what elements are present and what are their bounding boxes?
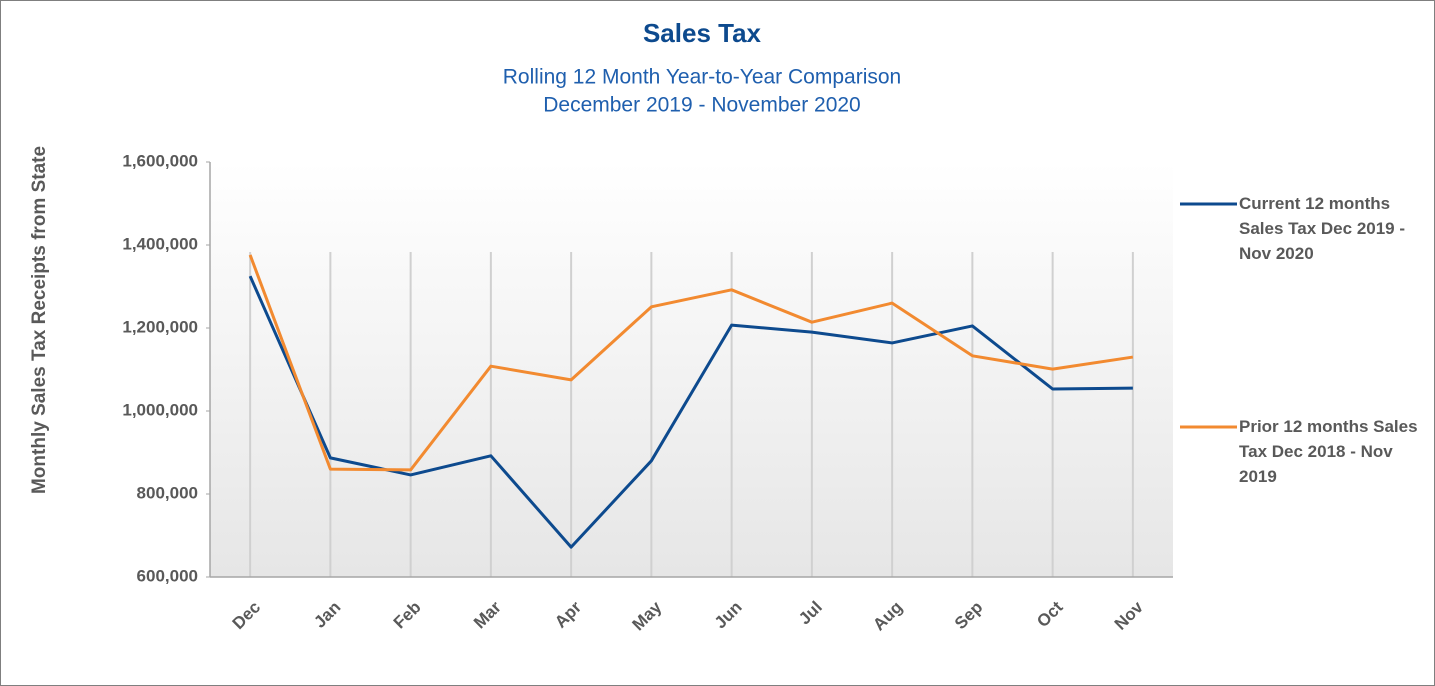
- chart-title: Sales Tax: [643, 18, 762, 48]
- legend-label: Current 12 months Sales Tax Dec 2019 - N…: [1239, 194, 1406, 263]
- series-line: [248, 254, 1134, 472]
- legend-entry: Current 12 months Sales Tax Dec 2019 - N…: [1239, 194, 1406, 263]
- legend-entry: Prior 12 months Sales Tax Dec 2018 - Nov…: [1239, 417, 1418, 486]
- y-tick-label: 600,000: [137, 566, 198, 585]
- y-tick-label: 800,000: [137, 483, 198, 502]
- subtitle: December 2019 - November 2020: [543, 94, 861, 117]
- y-tick-label: 1,000,000: [122, 400, 198, 419]
- y-tick-label: 1,600,000: [122, 151, 198, 170]
- y-axis-label: Monthly Sales Tax Receipts from State: [29, 146, 50, 494]
- subtitle: Rolling 12 Month Year-to-Year Comparison: [503, 66, 901, 89]
- series-line: [248, 275, 1133, 549]
- y-tick-label: 1,200,000: [122, 317, 198, 336]
- plot-area: [210, 162, 1173, 577]
- y-tick-label: 1,400,000: [122, 234, 198, 253]
- legend-label: Prior 12 months Sales Tax Dec 2018 - Nov…: [1239, 417, 1418, 486]
